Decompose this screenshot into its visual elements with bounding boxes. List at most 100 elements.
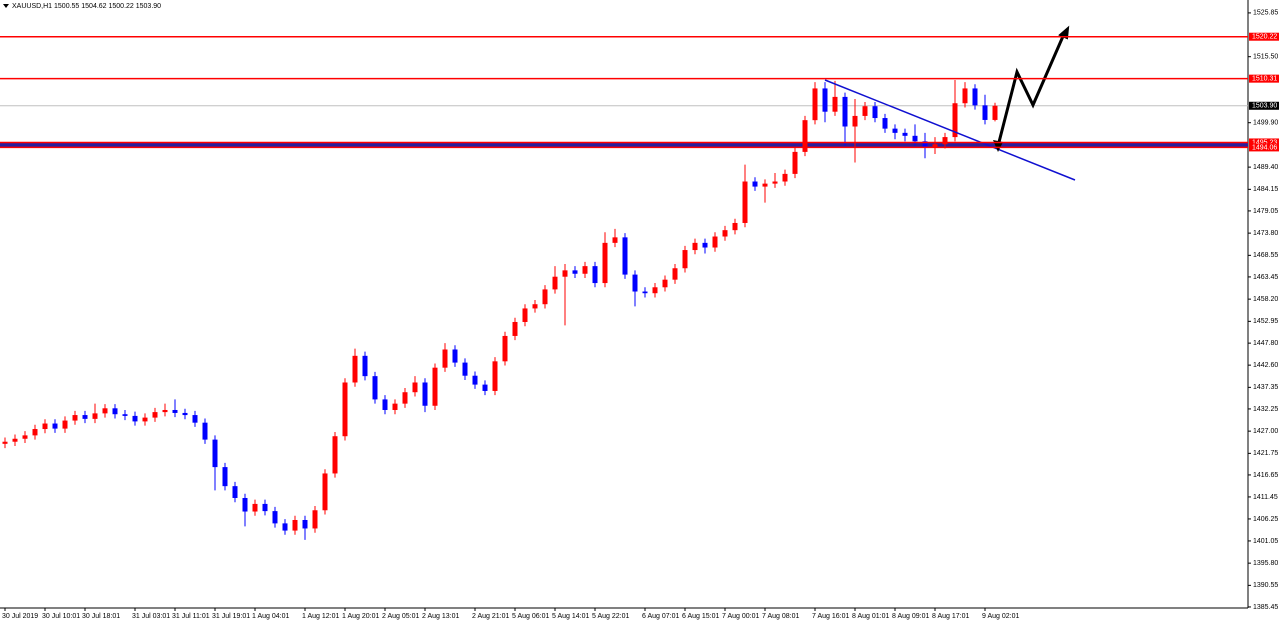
candle-body bbox=[632, 274, 638, 292]
candle-body bbox=[732, 222, 738, 231]
candle-body bbox=[612, 237, 618, 243]
candle-body bbox=[432, 367, 438, 406]
candle-body bbox=[382, 399, 388, 410]
candle-body bbox=[72, 415, 78, 421]
candle-body bbox=[512, 321, 518, 336]
candle-body bbox=[502, 335, 508, 362]
candle-body bbox=[782, 173, 788, 182]
x-tick-label: 31 Jul 03:01 bbox=[132, 613, 170, 620]
y-tick-label: 1463.45 bbox=[1253, 274, 1278, 281]
price-label: 1520.22 bbox=[1252, 34, 1277, 41]
y-tick-label: 1427.00 bbox=[1253, 428, 1278, 435]
x-tick-label: 2 Aug 13:01 bbox=[422, 613, 459, 620]
candle-body bbox=[302, 519, 308, 529]
y-tick-label: 1390.55 bbox=[1253, 582, 1278, 589]
candle-body bbox=[152, 412, 158, 418]
candle-body bbox=[182, 412, 188, 416]
candle-body bbox=[932, 144, 938, 148]
candle-body bbox=[792, 151, 798, 174]
candle-body bbox=[672, 268, 678, 280]
candle-body bbox=[602, 242, 608, 284]
y-tick-label: 1458.20 bbox=[1253, 296, 1278, 303]
x-tick-label: 1 Aug 20:01 bbox=[342, 613, 379, 620]
candle-body bbox=[582, 266, 588, 274]
candle-body bbox=[352, 355, 358, 383]
x-tick-label: 5 Aug 22:01 bbox=[592, 613, 629, 620]
current-price-label: 1503.90 bbox=[1252, 103, 1277, 110]
chart-title: XAUUSD,H1 1500.55 1504.62 1500.22 1503.9… bbox=[12, 3, 161, 10]
candle-body bbox=[192, 415, 198, 423]
y-tick-label: 1452.95 bbox=[1253, 318, 1278, 325]
candle-body bbox=[992, 105, 998, 120]
y-tick-label: 1489.40 bbox=[1253, 164, 1278, 171]
price-label-box bbox=[1249, 138, 1279, 147]
x-tick-label: 2 Aug 05:01 bbox=[382, 613, 419, 620]
candle-body bbox=[162, 409, 168, 413]
candle-body bbox=[2, 441, 8, 444]
candle-body bbox=[922, 141, 928, 148]
candle-body bbox=[972, 88, 978, 106]
candle-body bbox=[962, 88, 968, 104]
candle-body bbox=[642, 291, 648, 294]
menu-triangle bbox=[3, 4, 9, 8]
trend-line bbox=[824, 79, 1076, 181]
candle-body bbox=[802, 120, 808, 152]
candle-body bbox=[752, 181, 758, 187]
candle-body bbox=[812, 88, 818, 121]
candle-body bbox=[82, 415, 88, 419]
candle-body bbox=[592, 266, 598, 284]
candle-body bbox=[172, 409, 178, 413]
price-label: 1510.31 bbox=[1252, 75, 1277, 82]
x-tick-label: 7 Aug 00:01 bbox=[722, 613, 759, 620]
candle-body bbox=[522, 308, 528, 322]
candle-body bbox=[912, 135, 918, 142]
candle-body bbox=[852, 115, 858, 127]
price-label-box bbox=[1249, 143, 1279, 152]
candle-body bbox=[722, 230, 728, 237]
candle-body bbox=[272, 511, 278, 524]
y-tick-label: 1484.15 bbox=[1253, 186, 1278, 193]
candle-body bbox=[12, 438, 18, 442]
x-tick-label: 8 Aug 17:01 bbox=[932, 613, 969, 620]
candle-body bbox=[712, 236, 718, 248]
candle-body bbox=[132, 415, 138, 422]
candle-body bbox=[662, 279, 668, 288]
candle-body bbox=[142, 417, 148, 422]
candle-body bbox=[952, 103, 958, 138]
candle-body bbox=[312, 510, 318, 529]
candle-body bbox=[442, 349, 448, 368]
forecast-arrow bbox=[996, 33, 1066, 147]
candle-body bbox=[692, 242, 698, 251]
candle-body bbox=[622, 237, 628, 275]
x-tick-label: 31 Jul 11:01 bbox=[172, 613, 210, 620]
candle-body bbox=[62, 420, 68, 429]
candle-body bbox=[882, 118, 888, 129]
y-tick-label: 1421.75 bbox=[1253, 450, 1278, 457]
candle-body bbox=[832, 96, 838, 112]
candle-body bbox=[362, 355, 368, 377]
y-tick-label: 1411.45 bbox=[1253, 494, 1278, 501]
candle-body bbox=[222, 467, 228, 487]
x-tick-label: 5 Aug 06:01 bbox=[512, 613, 549, 620]
y-tick-label: 1432.25 bbox=[1253, 406, 1278, 413]
current-price-box bbox=[1249, 101, 1279, 110]
x-tick-label: 8 Aug 09:01 bbox=[892, 613, 929, 620]
plot bbox=[0, 79, 1248, 540]
candle-body bbox=[532, 304, 538, 309]
candle-body bbox=[652, 287, 658, 294]
y-tick-label: 1406.25 bbox=[1253, 516, 1278, 523]
candle-body bbox=[462, 362, 468, 376]
candle-body bbox=[32, 429, 38, 436]
y-tick-label: 1395.80 bbox=[1253, 560, 1278, 567]
y-tick-label: 1416.65 bbox=[1253, 472, 1278, 479]
x-tick-label: 1 Aug 04:01 bbox=[252, 613, 289, 620]
candle-body bbox=[262, 503, 268, 512]
candle-body bbox=[232, 486, 238, 498]
candle-body bbox=[762, 183, 768, 187]
y-tick-label: 1473.80 bbox=[1253, 230, 1278, 237]
candle-body bbox=[682, 250, 688, 269]
candle-body bbox=[282, 523, 288, 531]
candle-body bbox=[562, 270, 568, 277]
